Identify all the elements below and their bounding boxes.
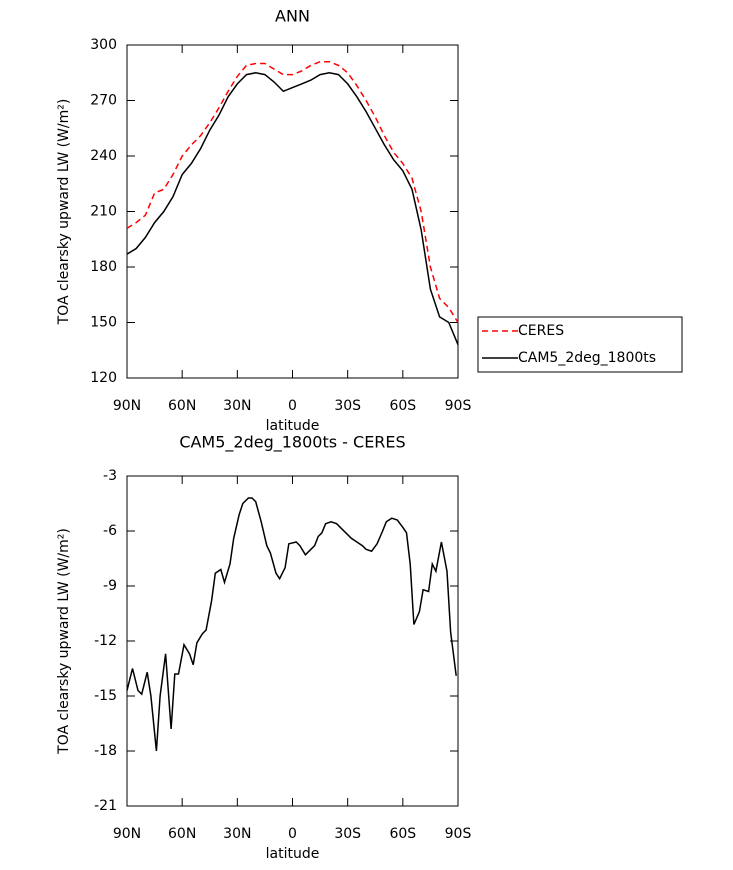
x-axis-label: latitude [266, 846, 320, 862]
chart-title: CAM5_2deg_1800ts - CERES [179, 433, 405, 453]
x-axis-label: latitude [266, 418, 320, 434]
y-tick-label: -12 [94, 633, 117, 649]
x-tick-label: 60S [389, 398, 416, 414]
plot-frame [126, 475, 459, 807]
legend-box [477, 316, 683, 373]
y-tick-label: -6 [103, 523, 117, 539]
y-tick-label: -18 [94, 743, 117, 759]
data-line [126, 497, 457, 752]
y-tick-label: 210 [90, 204, 117, 220]
x-tick-label: 0 [288, 398, 297, 414]
plot-frame [126, 44, 459, 379]
legend-label: CERES [518, 323, 564, 339]
legend-label: CAM5_2deg_1800ts [518, 350, 656, 366]
x-tick-label: 90S [445, 398, 472, 414]
x-tick-label: 30S [334, 826, 361, 842]
x-tick-label: 60S [389, 826, 416, 842]
y-axis-label: TOA clearsky upward LW (W/m²) [56, 99, 72, 326]
x-tick-label: 30N [223, 398, 251, 414]
y-tick-label: -9 [103, 578, 117, 594]
x-tick-label: 90N [113, 398, 141, 414]
y-tick-label: 180 [90, 259, 117, 275]
y-tick-label: 150 [90, 315, 117, 331]
chart-title: ANN [275, 7, 310, 26]
y-tick-label: 120 [90, 370, 117, 386]
y-tick-label: 270 [90, 93, 117, 109]
y-tick-label: -3 [103, 468, 117, 484]
x-tick-label: 30S [334, 398, 361, 414]
y-tick-label: 240 [90, 148, 117, 164]
x-tick-label: 90N [113, 826, 141, 842]
y-axis-label: TOA clearsky upward LW (W/m²) [56, 528, 72, 755]
y-tick-label: -15 [94, 688, 117, 704]
x-tick-label: 90S [445, 826, 472, 842]
y-tick-label: -21 [94, 798, 117, 814]
y-tick-label: 300 [90, 37, 117, 53]
data-line [126, 60, 459, 323]
x-tick-label: 0 [288, 826, 297, 842]
x-tick-label: 30N [223, 826, 251, 842]
x-tick-label: 60N [168, 398, 196, 414]
x-tick-label: 60N [168, 826, 196, 842]
data-line [126, 72, 459, 345]
